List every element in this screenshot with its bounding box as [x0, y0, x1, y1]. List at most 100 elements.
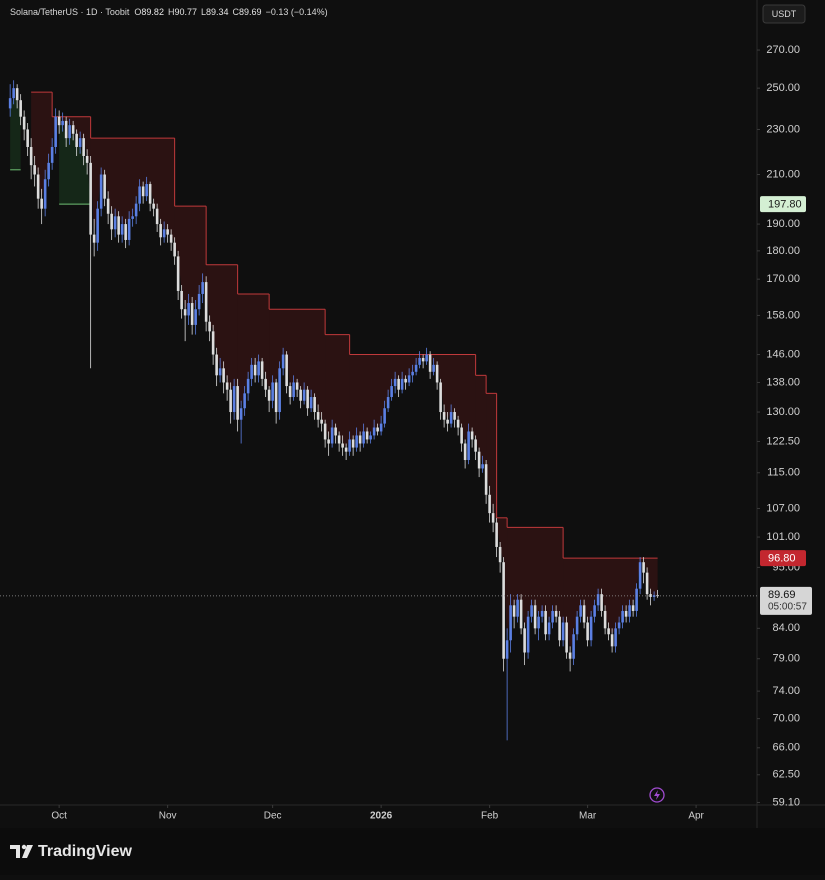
alert-icon[interactable]: [649, 787, 665, 803]
candle-body: [54, 116, 57, 147]
candle-body: [264, 378, 267, 390]
candle-body: [372, 427, 376, 436]
last-price-label: 89.69: [768, 589, 796, 601]
candle-body: [250, 364, 253, 379]
candle-body: [446, 419, 449, 424]
candle-body: [649, 594, 652, 597]
candle-body: [281, 354, 285, 369]
candle-body: [411, 371, 414, 376]
x-tick-label: 2026: [370, 811, 393, 822]
countdown-label: 05:00:57: [768, 602, 807, 613]
candle-body: [267, 389, 271, 401]
candle-body: [257, 361, 260, 376]
candle-body: [603, 610, 607, 629]
candle-body: [586, 622, 589, 641]
candle-body: [365, 431, 369, 440]
candle-body: [540, 610, 544, 617]
y-tick-label: 84.00: [772, 622, 800, 634]
candle-body: [236, 386, 239, 420]
candle-body: [358, 435, 362, 444]
stop-fill: [90, 138, 175, 243]
candle-body: [295, 382, 299, 390]
y-tick-label: 230.00: [766, 123, 800, 135]
candle-body: [309, 397, 313, 409]
stop-fill: [475, 375, 487, 465]
candle-body: [40, 198, 43, 209]
candle-body: [537, 616, 540, 629]
candle-body: [393, 378, 397, 387]
candle-body: [642, 562, 645, 573]
candle-body: [582, 605, 586, 623]
candle-body: [124, 224, 127, 240]
candle-body: [369, 435, 372, 440]
candle-body: [22, 116, 26, 130]
candle-body: [47, 162, 50, 180]
candle-body: [218, 368, 222, 376]
candle-body: [78, 138, 82, 147]
candle-body: [400, 378, 404, 390]
candle-body: [15, 88, 19, 101]
candle-body: [169, 234, 173, 243]
candle-body: [155, 208, 159, 225]
y-tick-label: 250.00: [766, 82, 800, 94]
candle-body: [558, 616, 561, 641]
candle-body: [85, 155, 89, 163]
candle-body: [337, 435, 341, 444]
candle-body: [544, 610, 547, 635]
x-tick-label: Oct: [51, 811, 67, 822]
x-tick-label: Feb: [481, 811, 499, 822]
candle-body: [421, 357, 425, 362]
candle-body: [523, 628, 526, 653]
candle-body: [516, 599, 519, 617]
candle-body: [460, 427, 463, 444]
candle-body: [456, 419, 460, 428]
price-marker-label: 96.80: [768, 552, 796, 564]
x-tick-label: Dec: [264, 811, 282, 822]
candle-body: [176, 256, 180, 291]
y-tick-label: 74.00: [772, 685, 800, 697]
candle-body: [351, 439, 355, 448]
candle-body: [334, 427, 337, 436]
ohlc-label: C: [233, 7, 240, 17]
stop-fill: [237, 293, 270, 409]
stop-fill: [206, 264, 238, 390]
axes: 270.00 250.00 230.00 210.00 190.00 180.00 170.…: [51, 44, 812, 822]
symbol-header: Solana/TetherUS · 1D · Toobit O89.82 H90.7…: [10, 7, 328, 17]
candle-body: [162, 229, 166, 238]
stop-fill: [59, 125, 91, 205]
candle-body: [43, 179, 47, 209]
candle-body: [414, 364, 418, 372]
candle-body: [435, 364, 439, 383]
candle-body: [498, 546, 502, 563]
candle-body: [635, 588, 638, 611]
candle-body: [120, 224, 124, 235]
candle-body: [141, 186, 145, 197]
candle-body: [533, 605, 537, 629]
y-tick-label: 210.00: [766, 168, 800, 180]
candle-body: [183, 309, 187, 316]
stop-fill: [10, 98, 21, 170]
footer-bar: [0, 828, 825, 875]
candle-body: [131, 216, 134, 219]
candle-body: [306, 389, 309, 409]
alert-bolt: [654, 790, 660, 800]
ohlc-value: 89.34: [206, 7, 229, 17]
candle-body: [232, 386, 236, 413]
price-marker: [760, 196, 806, 213]
candle-body: [117, 216, 120, 235]
candle-body: [225, 382, 229, 390]
candle-body: [565, 622, 568, 653]
currency-button[interactable]: [762, 4, 806, 24]
candle-body: [29, 146, 33, 166]
chart-background: [0, 0, 825, 828]
candle-body: [82, 138, 85, 156]
candle-body: [302, 389, 306, 401]
candle-body: [159, 224, 162, 238]
plot-area: [0, 80, 757, 741]
candle-body: [624, 610, 628, 617]
y-tick-label: 70.00: [772, 713, 800, 725]
y-tick-label: 190.00: [766, 218, 800, 230]
y-tick-label: 270.00: [766, 44, 800, 56]
